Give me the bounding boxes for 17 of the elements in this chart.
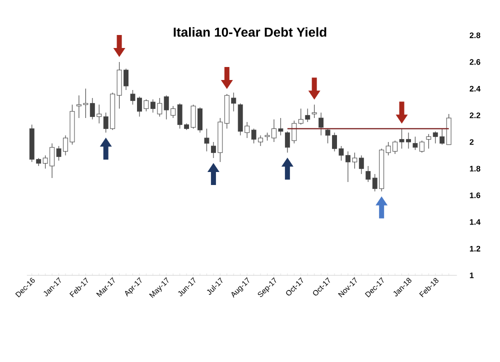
y-tick-label: 1.8 (470, 166, 480, 172)
y-tick-label: 2.2 (470, 112, 480, 118)
y-tick-label: 2.6 (470, 59, 480, 65)
candlestick (358, 155, 364, 174)
y-tick-label: 1.6 (470, 192, 480, 198)
candlestick (312, 104, 317, 118)
candlestick (366, 166, 371, 182)
y-tick-label: 2 (470, 139, 474, 145)
y-tick-label: 1 (470, 272, 474, 278)
candlestick (426, 134, 432, 149)
y-tick-label: 1.2 (470, 246, 480, 252)
chart-title: Italian 10-Year Debt Yield (174, 27, 326, 37)
y-tick-label: 1.4 (470, 219, 481, 225)
candlestick (204, 128, 210, 152)
candlestick (318, 112, 324, 136)
y-tick-label: 2.4 (470, 86, 481, 92)
y-tick-label: 2.8 (470, 32, 480, 38)
